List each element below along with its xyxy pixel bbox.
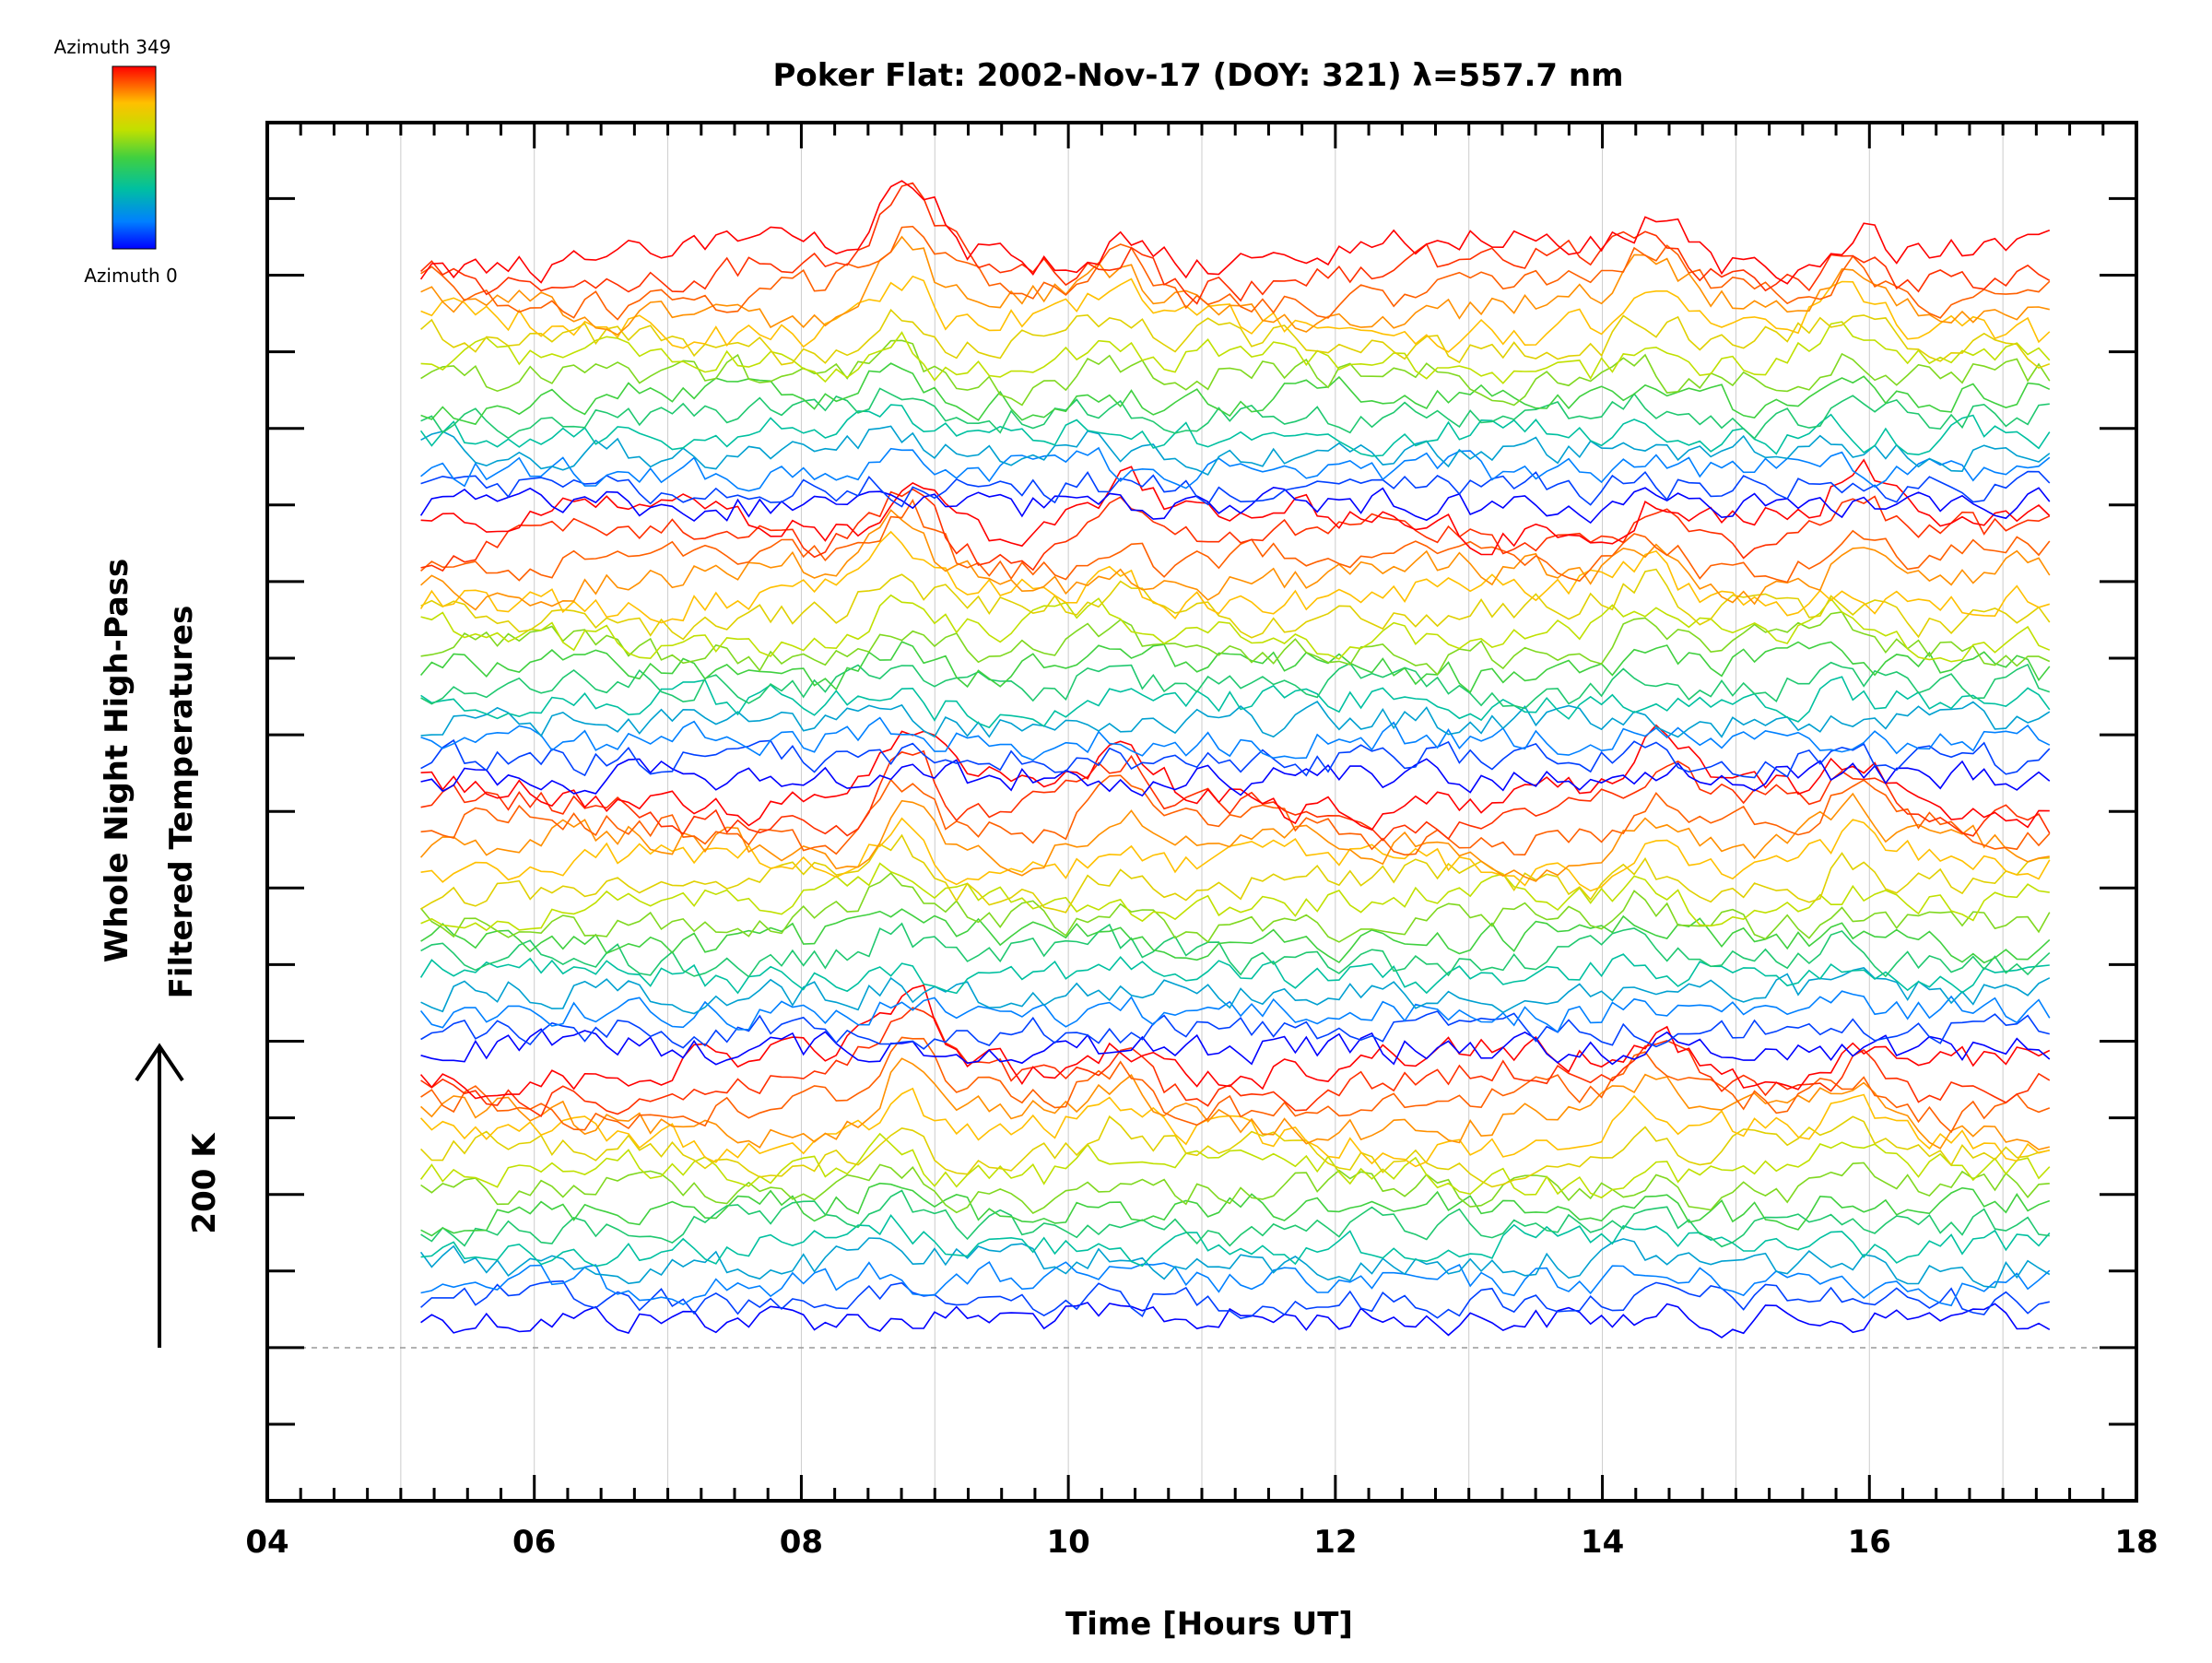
series-line	[420, 339, 2051, 407]
series-line	[420, 758, 2051, 797]
series-line	[420, 1182, 2051, 1237]
series-line	[420, 922, 2051, 978]
x-tick-label: 10	[1046, 1524, 1089, 1561]
series-line	[419, 871, 2051, 944]
series-line	[420, 362, 2051, 426]
series-line	[420, 321, 2051, 384]
series-line	[420, 1010, 2050, 1050]
series-line	[420, 225, 2051, 321]
series-line	[420, 1302, 2051, 1339]
x-tick-label: 14	[1581, 1524, 1624, 1561]
series-line	[420, 308, 2051, 370]
series-line	[420, 470, 2051, 508]
y-axis-label-line-2: Filtered Temperatures	[163, 606, 200, 999]
axes: 04 06 08 10 12 14 16 18	[245, 121, 2159, 1561]
series-line	[420, 1087, 2051, 1168]
series-line	[420, 661, 2051, 710]
x-tick-label: 16	[1848, 1524, 1891, 1561]
series-line	[420, 1189, 2050, 1248]
series-line	[420, 833, 2050, 914]
series-line	[420, 1213, 2051, 1268]
series-line	[420, 700, 2051, 738]
x-tick-label: 08	[780, 1524, 823, 1561]
series-line	[419, 984, 2051, 1100]
series-line	[420, 967, 2051, 1015]
series-line	[419, 486, 2051, 525]
series-line	[419, 1132, 2051, 1199]
series-line	[420, 488, 2051, 572]
series-line	[420, 182, 2051, 305]
x-tick-label: 04	[245, 1524, 288, 1561]
series-line	[419, 953, 2050, 995]
series-line	[420, 908, 2051, 964]
x-tick-label: 18	[2114, 1524, 2158, 1561]
series-line	[420, 862, 2050, 932]
series-lines	[419, 180, 2051, 1339]
series-line	[420, 446, 2051, 492]
series-line	[419, 180, 2051, 285]
series-line	[420, 1028, 2051, 1066]
x-tick-label: 12	[1313, 1524, 1357, 1561]
series-line	[420, 425, 2051, 477]
series-line	[419, 404, 2051, 457]
series-line	[420, 749, 2051, 842]
series-line	[419, 530, 2051, 624]
x-axis-label: Time [Hours UT]	[1065, 1606, 1353, 1643]
series-line	[419, 990, 2051, 1033]
series-line	[420, 498, 2051, 584]
series-line	[420, 1280, 2050, 1319]
series-line	[420, 458, 2051, 556]
series-line	[420, 235, 2050, 336]
series-line	[420, 817, 2051, 892]
y-axis-label-line-1: Whole Night High-Pass	[99, 559, 135, 963]
series-line	[420, 611, 2051, 677]
series-line	[420, 774, 2051, 856]
series-line	[420, 724, 2050, 832]
series-line	[419, 1237, 2051, 1289]
series-line	[420, 1057, 2050, 1150]
colorbar-bottom-label: Azimuth 0	[84, 265, 178, 287]
series-line	[420, 738, 2051, 779]
series-line	[420, 594, 2051, 663]
series-line	[420, 509, 2051, 611]
series-line	[420, 716, 2051, 761]
colorbar-top-label: Azimuth 349	[54, 36, 171, 58]
colorbar	[112, 65, 157, 250]
series-line	[419, 641, 2051, 694]
series-line	[420, 275, 2051, 353]
scale-label: 200 K	[186, 1132, 223, 1234]
series-line	[420, 1115, 2050, 1188]
series-line	[420, 1036, 2051, 1134]
series-line	[420, 387, 2050, 440]
series-line	[420, 568, 2051, 641]
chart-title: Poker Flat: 2002-Nov-17 (DOY: 321) λ=557…	[772, 57, 1623, 94]
series-line	[420, 676, 2051, 729]
x-tick-label: 06	[512, 1524, 556, 1561]
series-line	[420, 1162, 2050, 1214]
scale-arrow-head	[135, 1043, 184, 1082]
